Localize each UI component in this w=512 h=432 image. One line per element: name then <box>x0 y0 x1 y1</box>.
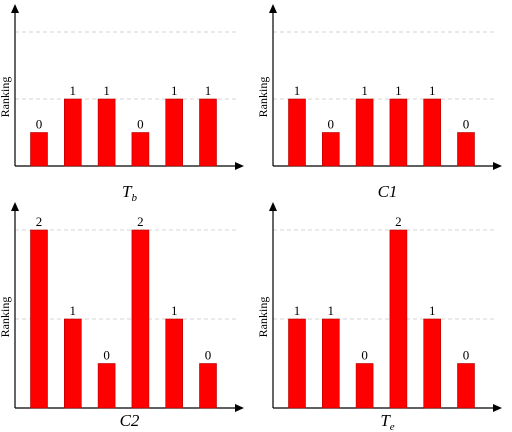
data-label: 1 <box>171 303 178 318</box>
chart-panel-3: 2 1 0 2 1 0 Ranking C2 <box>0 202 244 430</box>
data-label: 1 <box>205 83 212 98</box>
data-label: 0 <box>463 117 470 132</box>
bar <box>97 363 116 409</box>
bar <box>321 132 340 167</box>
y-axis-label: Ranking <box>0 77 12 118</box>
panel-title-subscript: b <box>131 192 137 204</box>
data-label: 1 <box>328 303 335 318</box>
data-label: 1 <box>294 83 301 98</box>
bar <box>355 363 374 409</box>
bar <box>30 132 48 167</box>
data-label: 1 <box>361 83 368 98</box>
panel-title: C2 <box>120 411 140 430</box>
bar <box>423 318 442 409</box>
bar <box>30 229 48 409</box>
bar <box>423 98 442 167</box>
data-label: 1 <box>70 303 77 318</box>
chart-panel-2: 1 0 1 1 1 0 Ranking C1 <box>256 4 502 201</box>
bar <box>389 98 408 167</box>
data-label: 0 <box>361 348 368 363</box>
data-label: 0 <box>463 348 470 363</box>
bar <box>199 98 217 167</box>
bar <box>64 98 82 167</box>
bar <box>199 363 217 409</box>
y-axis-label: Ranking <box>256 77 270 118</box>
panel-title: Te <box>380 411 394 432</box>
bar <box>457 132 475 167</box>
data-label: 0 <box>328 117 335 132</box>
y-axis-label: Ranking <box>0 297 12 338</box>
data-label: 1 <box>171 83 178 98</box>
y-axis-arrow <box>11 202 19 211</box>
bar <box>131 132 150 167</box>
panel-title: Tb <box>122 182 137 204</box>
data-label: 2 <box>137 214 144 229</box>
panel-title-subscript: e <box>390 421 395 432</box>
data-label: 1 <box>395 83 402 98</box>
data-label: 0 <box>36 117 43 132</box>
data-label: 1 <box>429 303 436 318</box>
data-label: 1 <box>103 83 110 98</box>
data-label: 1 <box>429 83 436 98</box>
data-label: 1 <box>70 83 77 98</box>
bar <box>389 229 408 409</box>
panel-title: C1 <box>378 182 398 201</box>
data-label: 2 <box>395 214 402 229</box>
data-label: 1 <box>294 303 301 318</box>
y-axis-arrow <box>11 4 19 13</box>
x-axis-arrow <box>493 162 502 170</box>
x-axis-arrow <box>493 404 502 412</box>
y-axis-label: Ranking <box>256 297 270 338</box>
y-axis-arrow <box>269 4 277 13</box>
bar <box>321 318 340 409</box>
bar <box>97 98 116 167</box>
bar <box>131 229 150 409</box>
bar <box>64 318 82 409</box>
data-label: 0 <box>205 348 212 363</box>
data-label: 0 <box>137 117 144 132</box>
bar <box>355 98 374 167</box>
x-axis-arrow <box>235 162 244 170</box>
bar <box>288 98 306 167</box>
y-axis-arrow <box>269 202 277 211</box>
bar <box>165 318 183 409</box>
data-label: 2 <box>36 214 43 229</box>
data-label: 0 <box>103 348 110 363</box>
x-axis-arrow <box>235 404 244 412</box>
chart-panel-4: 1 1 0 2 1 0 Ranking Te <box>256 202 502 432</box>
bar <box>165 98 183 167</box>
bar <box>288 318 306 409</box>
bar <box>457 363 475 409</box>
chart-panel-1: 0 1 1 0 1 1 Ranking Tb <box>0 4 244 204</box>
